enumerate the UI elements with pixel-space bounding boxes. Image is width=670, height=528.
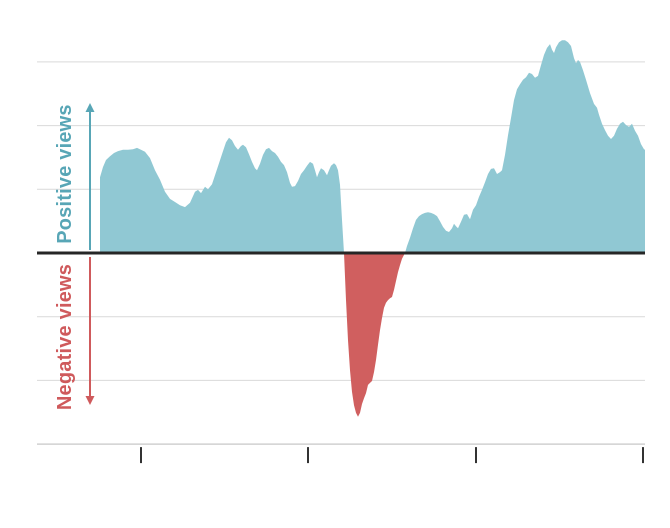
- negative-views-label: Negative views: [54, 263, 76, 411]
- x-axis-ticks: [140, 447, 644, 464]
- positive-views-label: Positive views: [54, 104, 76, 244]
- negative-area: [100, 253, 645, 417]
- positive-area: [100, 40, 645, 254]
- positive-arrow-icon: [85, 103, 95, 250]
- negative-arrow-icon: [85, 257, 95, 405]
